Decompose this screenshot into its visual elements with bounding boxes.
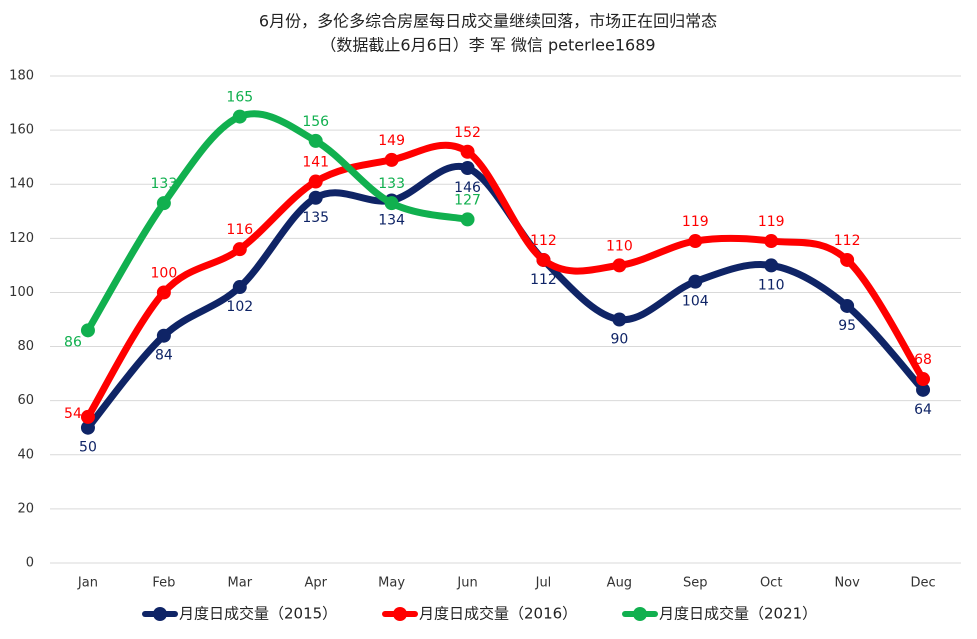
data-label: 133 [378, 176, 405, 192]
data-label: 68 [914, 352, 932, 368]
chart-title: 6月份，多伦多综合房屋每日成交量继续回落，市场正在回归常态 [259, 12, 717, 31]
x-tick-label: Aug [607, 576, 632, 591]
y-tick-label: 120 [9, 231, 34, 246]
legend-marker [633, 607, 647, 621]
x-tick-label: Nov [834, 576, 860, 591]
point [916, 382, 931, 397]
chart-subtitle: （数据截止6月6日）李 军 微信 peterlee1689 [320, 36, 655, 55]
data-label: 86 [64, 334, 82, 350]
point [840, 252, 855, 267]
point [688, 234, 703, 249]
point [80, 409, 95, 424]
series: 86 133 165 156 133 127 [64, 90, 481, 351]
data-label: 119 [682, 214, 709, 230]
data-label: 95 [838, 318, 856, 334]
data-label: 84 [155, 348, 173, 364]
legend-marker [153, 607, 167, 621]
y-tick-label: 20 [17, 501, 34, 516]
data-label: 149 [378, 133, 405, 149]
point [460, 212, 475, 227]
point [384, 152, 399, 167]
point [764, 234, 779, 249]
data-label: 141 [302, 155, 329, 171]
y-tick-label: 140 [9, 177, 34, 192]
legend-label: 月度日成交量（2016） [419, 605, 577, 623]
legend-label: 月度日成交量（2015） [179, 605, 337, 623]
y-tick-label: 60 [17, 393, 34, 408]
data-label: 100 [151, 265, 178, 281]
point [460, 160, 475, 175]
y-tick-label: 180 [9, 69, 34, 84]
data-label: 64 [914, 402, 932, 418]
x-tick-label: Dec [910, 576, 935, 591]
x-tick-label: Jun [456, 576, 477, 591]
point [156, 285, 171, 300]
data-label: 165 [226, 90, 253, 106]
point [308, 174, 323, 189]
series: 54 100 116 141 149 152 112 110 119 119 112 68 [64, 125, 932, 424]
data-label: 54 [64, 406, 82, 422]
point [232, 242, 247, 257]
x-tick-label: Mar [228, 576, 253, 591]
point [764, 258, 779, 273]
point [840, 298, 855, 313]
point [232, 280, 247, 295]
point [612, 312, 627, 327]
point [612, 258, 627, 273]
y-tick-label: 100 [9, 285, 34, 300]
x-tick-label: Apr [304, 576, 327, 591]
x-tick-label: Jul [535, 576, 552, 591]
data-label: 104 [682, 294, 709, 310]
data-label: 112 [530, 272, 557, 288]
point [536, 252, 551, 267]
x-tick-label: May [378, 576, 405, 591]
data-label: 135 [302, 210, 329, 226]
data-label: 112 [530, 233, 557, 249]
x-tick-label: Sep [683, 576, 708, 591]
data-label: 50 [79, 440, 97, 456]
y-tick-label: 0 [26, 556, 34, 571]
legend-marker [393, 607, 407, 621]
data-label: 133 [151, 176, 178, 192]
point [232, 109, 247, 124]
legend-label: 月度日成交量（2021） [659, 605, 817, 623]
y-tick-label: 160 [9, 123, 34, 138]
y-tick-label: 40 [17, 447, 34, 462]
data-label: 110 [606, 238, 633, 254]
data-label: 102 [226, 299, 253, 315]
point [80, 420, 95, 435]
point [156, 328, 171, 343]
data-label: 112 [834, 233, 861, 249]
data-label: 127 [454, 192, 481, 208]
y-tick-label: 80 [17, 339, 34, 354]
data-label: 152 [454, 125, 481, 141]
series-line [84, 141, 927, 421]
data-label: 116 [226, 222, 253, 238]
data-label: 134 [378, 212, 405, 228]
point [916, 372, 931, 387]
data-label: 146 [454, 180, 481, 196]
data-label: 119 [758, 214, 785, 230]
point [80, 323, 95, 338]
x-tick-label: Jan [77, 576, 98, 591]
point [156, 196, 171, 211]
point [460, 144, 475, 159]
data-label: 156 [302, 114, 329, 130]
data-label: 110 [758, 277, 785, 293]
point [308, 190, 323, 205]
x-tick-label: Oct [760, 576, 782, 591]
point [384, 196, 399, 211]
x-tick-label: Feb [152, 576, 175, 591]
point [308, 133, 323, 148]
data-label: 90 [610, 332, 628, 348]
point [688, 274, 703, 289]
